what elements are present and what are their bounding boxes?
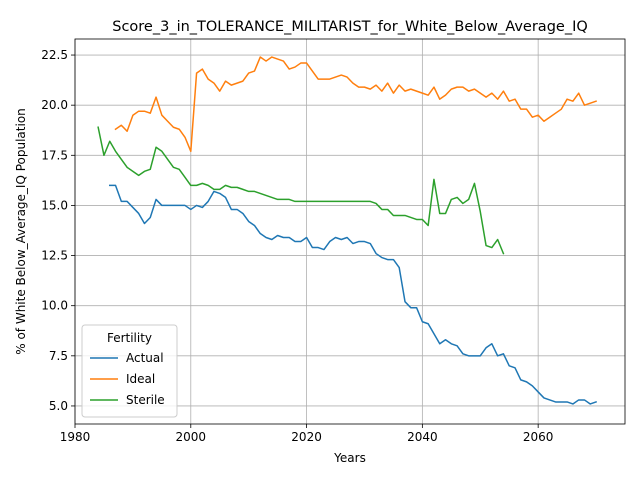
legend-label-sterile: Sterile: [126, 393, 165, 407]
legend-box: [81, 324, 178, 418]
x-tick-label: 1980: [60, 430, 91, 444]
series-line-sterile: [97, 126, 505, 255]
x-tick-label: 2060: [523, 430, 554, 444]
series-lines: [97, 56, 598, 405]
y-tick-label: 22.5: [41, 48, 68, 62]
ticks: 1980 2000 2020 2040 2060 5.0 7.5 10.0 12.5 15.0 17…: [41, 48, 553, 444]
x-tick-label: 2020: [291, 430, 322, 444]
y-tick-label: 17.5: [41, 148, 68, 162]
y-tick-label: 7.5: [49, 349, 68, 363]
x-axis-label: Years: [333, 451, 366, 465]
series-line-ideal: [114, 56, 598, 153]
plot-frame: [74, 38, 626, 425]
legend-title: Fertility: [107, 331, 152, 345]
y-tick-label: 5.0: [49, 399, 68, 413]
legend-label-actual: Actual: [126, 351, 164, 365]
y-tick-label: 20.0: [41, 98, 68, 112]
x-tick-label: 2040: [407, 430, 438, 444]
legend-label-ideal: Ideal: [126, 372, 155, 386]
y-tick-label: 10.0: [41, 299, 68, 313]
y-axis-label: % of White Below_Average_IQ Population: [14, 108, 28, 355]
y-tick-label: 12.5: [41, 249, 68, 263]
chart-title: Score_3_in_TOLERANCE_MILITARIST_for_Whit…: [112, 19, 588, 35]
y-tick-label: 15.0: [41, 198, 68, 212]
series-line-actual: [108, 184, 598, 405]
legend: Fertility Actual Ideal Sterile: [81, 324, 178, 418]
x-tick-label: 2000: [176, 430, 207, 444]
